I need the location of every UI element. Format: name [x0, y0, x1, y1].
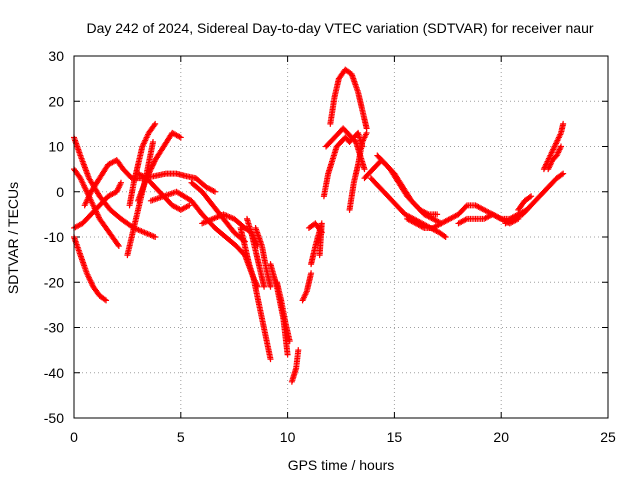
- data-point: [317, 228, 324, 235]
- x-tick-label: 10: [280, 429, 296, 445]
- data-point: [267, 356, 274, 363]
- data-point: [286, 338, 293, 345]
- y-tick-label: 20: [48, 93, 64, 109]
- y-axis-label: SDTVAR / TECUs: [5, 182, 21, 294]
- series-arc-2: [71, 179, 124, 231]
- x-tick-label: 15: [387, 429, 403, 445]
- x-tick-label: 20: [493, 429, 509, 445]
- series-arc-24: [327, 66, 370, 132]
- data-point: [146, 169, 153, 176]
- data-point: [152, 234, 159, 240]
- series-arc-19: [299, 270, 315, 304]
- series-arc-17: [273, 279, 293, 345]
- data-point: [148, 164, 155, 171]
- data-point: [115, 243, 122, 250]
- grid-layer: [74, 56, 608, 418]
- data-point: [254, 283, 261, 290]
- data-point: [151, 122, 158, 129]
- data-point: [560, 120, 567, 127]
- series-arc-5: [81, 157, 218, 209]
- data-point: [145, 170, 152, 177]
- data-point: [186, 202, 193, 209]
- data-point: [434, 211, 441, 218]
- x-tick-label: 25: [600, 429, 616, 445]
- data-point: [361, 166, 368, 173]
- series-arc-9: [135, 170, 193, 213]
- x-tick-label: 5: [177, 429, 185, 445]
- data-point: [462, 203, 469, 210]
- data-point: [528, 193, 535, 200]
- data-point: [558, 171, 565, 178]
- y-tick-label: -30: [44, 320, 64, 336]
- data-point: [316, 252, 323, 259]
- series-arc-22: [320, 129, 366, 200]
- data-point: [103, 297, 110, 304]
- series-arc-31: [502, 170, 567, 227]
- data-point: [147, 166, 154, 173]
- series-arc-15: [252, 224, 274, 290]
- series-arc-13: [237, 224, 261, 290]
- y-tick-label: 30: [48, 48, 64, 64]
- data-point: [442, 234, 449, 240]
- y-tick-label: -50: [44, 410, 64, 426]
- series-arc-34: [545, 143, 565, 173]
- data-point: [261, 283, 268, 290]
- data-point: [211, 188, 218, 195]
- data-point: [148, 165, 155, 172]
- y-tick-label: 0: [56, 184, 64, 200]
- series-arc-1: [71, 234, 110, 304]
- series-arc-21: [305, 220, 325, 236]
- x-axis-label: GPS time / hours: [288, 457, 395, 473]
- data-point: [101, 296, 108, 303]
- y-tick-label: 10: [48, 139, 64, 155]
- series-arc-27: [367, 175, 449, 240]
- data-point: [114, 241, 121, 248]
- data-point: [117, 179, 124, 186]
- data-point: [149, 162, 156, 169]
- series-arc-18: [288, 347, 302, 385]
- data-point: [267, 283, 274, 290]
- data-point: [146, 168, 153, 175]
- data-point: [152, 120, 159, 127]
- series-arc-33: [540, 120, 567, 173]
- data-point: [150, 159, 157, 166]
- series-arc-25: [346, 129, 370, 213]
- data-points: [71, 66, 567, 385]
- series-arc-4: [71, 166, 122, 250]
- y-tick-labels: -50 -40 -30 -20 -10 0 10 20 30: [44, 48, 64, 426]
- chart-title: Day 242 of 2024, Sidereal Day-to-day VTE…: [86, 20, 593, 36]
- series-arc-32: [515, 193, 535, 213]
- data-point: [441, 233, 448, 240]
- y-tick-label: -10: [44, 229, 64, 245]
- data-point: [363, 129, 370, 136]
- data-point: [558, 143, 565, 150]
- data-point: [284, 351, 291, 358]
- data-point: [150, 138, 157, 145]
- plot-frame: [73, 55, 609, 419]
- y-tick-label: -20: [44, 274, 64, 290]
- series-arc-28: [374, 152, 441, 218]
- y-tick-label: -40: [44, 365, 64, 381]
- series-arc-14: [244, 215, 268, 290]
- series-arc-7: [126, 120, 159, 209]
- data-point: [308, 270, 315, 277]
- x-tick-labels: 0 5 10 15 20 25: [70, 429, 616, 445]
- data-point: [177, 134, 184, 141]
- x-tick-label: 0: [70, 429, 78, 445]
- series-arc-8: [135, 129, 184, 204]
- data-point: [560, 170, 567, 177]
- data-point: [318, 229, 325, 236]
- data-point: [150, 161, 157, 168]
- data-point: [526, 194, 533, 201]
- data-point: [295, 347, 302, 354]
